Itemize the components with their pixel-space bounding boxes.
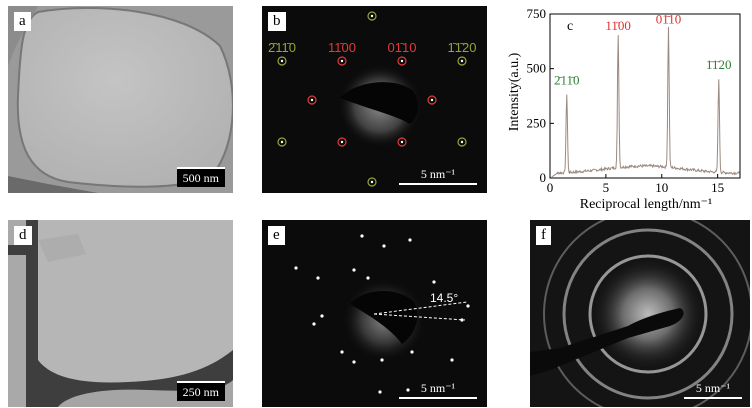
panel-e-diffraction: 14.5° e 5 nm⁻¹ [262,220,487,407]
x-tick-label-1: 5 [603,180,610,195]
scale-bar-b-line [399,183,477,185]
spot-markers-b [277,11,467,187]
x-tick-label-0: 0 [547,180,554,195]
tem-image-d [8,220,233,407]
index-label-b-1: 11̄00 [328,40,356,55]
scale-bar-f-line [684,397,742,399]
x-tick-label-2: 10 [655,180,668,195]
panel-f-diffraction-rings: f 5 nm⁻¹ [530,220,750,407]
panel-label-b: b [268,12,286,31]
peak-label-3: 1̄1̄20 [706,57,732,72]
scale-bar-b: 5 nm⁻¹ [399,167,477,185]
scale-bar-d: 250 nm [176,381,225,401]
scale-bar-f-text: 5 nm⁻¹ [695,381,731,395]
angle-label: 14.5° [430,291,458,305]
panel-c-intensity-chart: 0 5 10 15 0 250 500 750 2̄11̄0 11̄00 01̄10 1̄1̄20 … [498,4,750,216]
scale-bar-e-text: 5 nm⁻¹ [420,381,456,395]
diffraction-rings-f [530,220,750,407]
tem-image-a [8,6,233,193]
angle-line-2 [373,313,466,321]
panel-a-tem-image: a 500 nm [8,6,233,193]
peak-label-2: 01̄10 [656,11,682,26]
peak-label-1: 11̄00 [605,18,631,33]
scale-bar-f: 5 nm⁻¹ [684,381,742,399]
panel-label-e: e [268,226,285,245]
panel-d-tem-image: d 250 nm [8,220,233,407]
peak-label-0: 2̄11̄0 [554,73,580,88]
diffraction-pattern-e: 14.5° [294,234,470,394]
profile-line [551,26,740,178]
panel-label-d: d [14,226,32,245]
y-tick-label-2: 500 [527,61,547,76]
x-axis-label: Reciprocal length/nm⁻¹ [580,197,713,212]
angle-line-1 [373,301,468,315]
spots-e [294,234,470,394]
plot-frame [549,13,741,179]
index-label-b-3: 1̄1̄20 [448,40,477,55]
scale-bar-e: 5 nm⁻¹ [399,381,477,399]
chart-panel-label: c [567,19,573,34]
scale-bar-a: 500 nm [176,167,225,187]
index-label-b-0: 2̄11̄0 [268,40,296,55]
x-tick-label-3: 15 [711,180,724,195]
scale-bar-b-text: 5 nm⁻¹ [420,167,456,181]
scale-bar-e-line [399,397,477,399]
y-axis-label: Intensity(a.u.) [507,52,522,131]
diffraction-pattern-b: 2̄11̄0 11̄00 01̄10 1̄1̄20 [268,11,477,187]
y-tick-label-3: 750 [527,6,547,21]
index-label-b-2: 01̄10 [388,40,417,55]
panel-label-f: f [536,226,551,245]
panel-b-diffraction: 2̄11̄0 11̄00 01̄10 1̄1̄20 b 5 nm⁻¹ [262,6,487,193]
y-tick-label-1: 250 [527,115,547,130]
y-tick-label-0: 0 [540,170,547,185]
panel-label-a: a [14,12,31,31]
